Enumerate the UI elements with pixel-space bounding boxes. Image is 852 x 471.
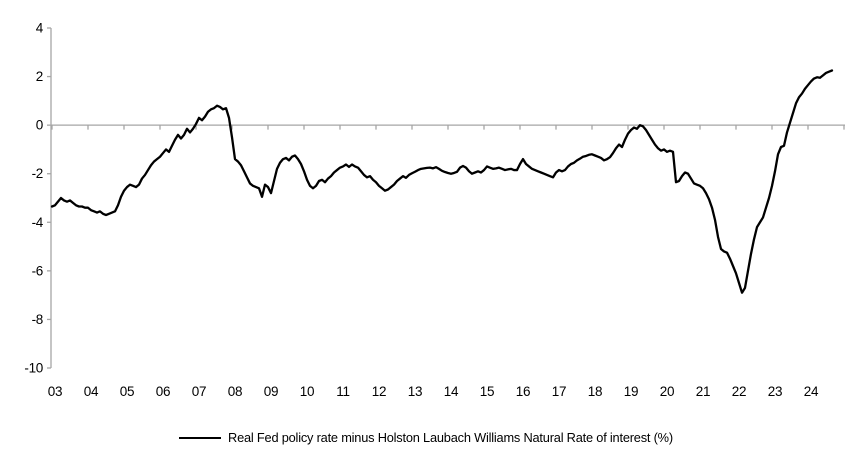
x-axis-tick-label: 24	[804, 384, 819, 399]
legend: Real Fed policy rate minus Holston Lauba…	[0, 430, 852, 445]
x-axis-tick-label: 07	[192, 384, 206, 399]
y-axis-tick-label: -6	[32, 263, 43, 278]
x-axis-tick-label: 13	[408, 384, 422, 399]
x-axis-tick-label: 10	[300, 384, 314, 399]
x-axis-tick-label: 22	[732, 384, 746, 399]
x-axis-tick-label: 21	[696, 384, 710, 399]
x-axis-tick-label: 16	[516, 384, 530, 399]
x-axis-tick-label: 15	[480, 384, 494, 399]
x-axis-tick-label: 23	[768, 384, 782, 399]
x-axis-tick-label: 04	[84, 384, 99, 399]
y-axis-tick-label: -4	[32, 215, 44, 230]
y-axis-tick-label: 2	[36, 69, 43, 84]
y-axis-tick-label: 4	[36, 21, 44, 36]
y-axis-tick-label: -8	[32, 312, 43, 327]
x-axis-tick-label: 06	[156, 384, 170, 399]
x-axis-tick-label: 12	[372, 384, 386, 399]
x-axis-tick-label: 03	[48, 384, 62, 399]
x-axis-tick-label: 11	[336, 384, 349, 399]
x-axis-tick-label: 17	[552, 384, 566, 399]
x-axis-tick-label: 05	[120, 384, 134, 399]
y-axis-tick-label: -10	[24, 361, 43, 376]
x-axis-tick-label: 08	[228, 384, 242, 399]
data-series-line	[50, 69, 834, 294]
legend-line-sample-icon	[179, 436, 222, 439]
x-axis-tick-label: 19	[624, 384, 638, 399]
legend-label: Real Fed policy rate minus Holston Lauba…	[228, 430, 673, 445]
x-axis-tick-label: 09	[264, 384, 278, 399]
x-axis-tick-label: 18	[588, 384, 602, 399]
y-axis-tick-label: 0	[36, 118, 43, 133]
y-axis-tick-label: -2	[32, 166, 43, 181]
x-axis-tick-label: 14	[444, 384, 459, 399]
x-axis-tick-label: 20	[660, 384, 674, 399]
